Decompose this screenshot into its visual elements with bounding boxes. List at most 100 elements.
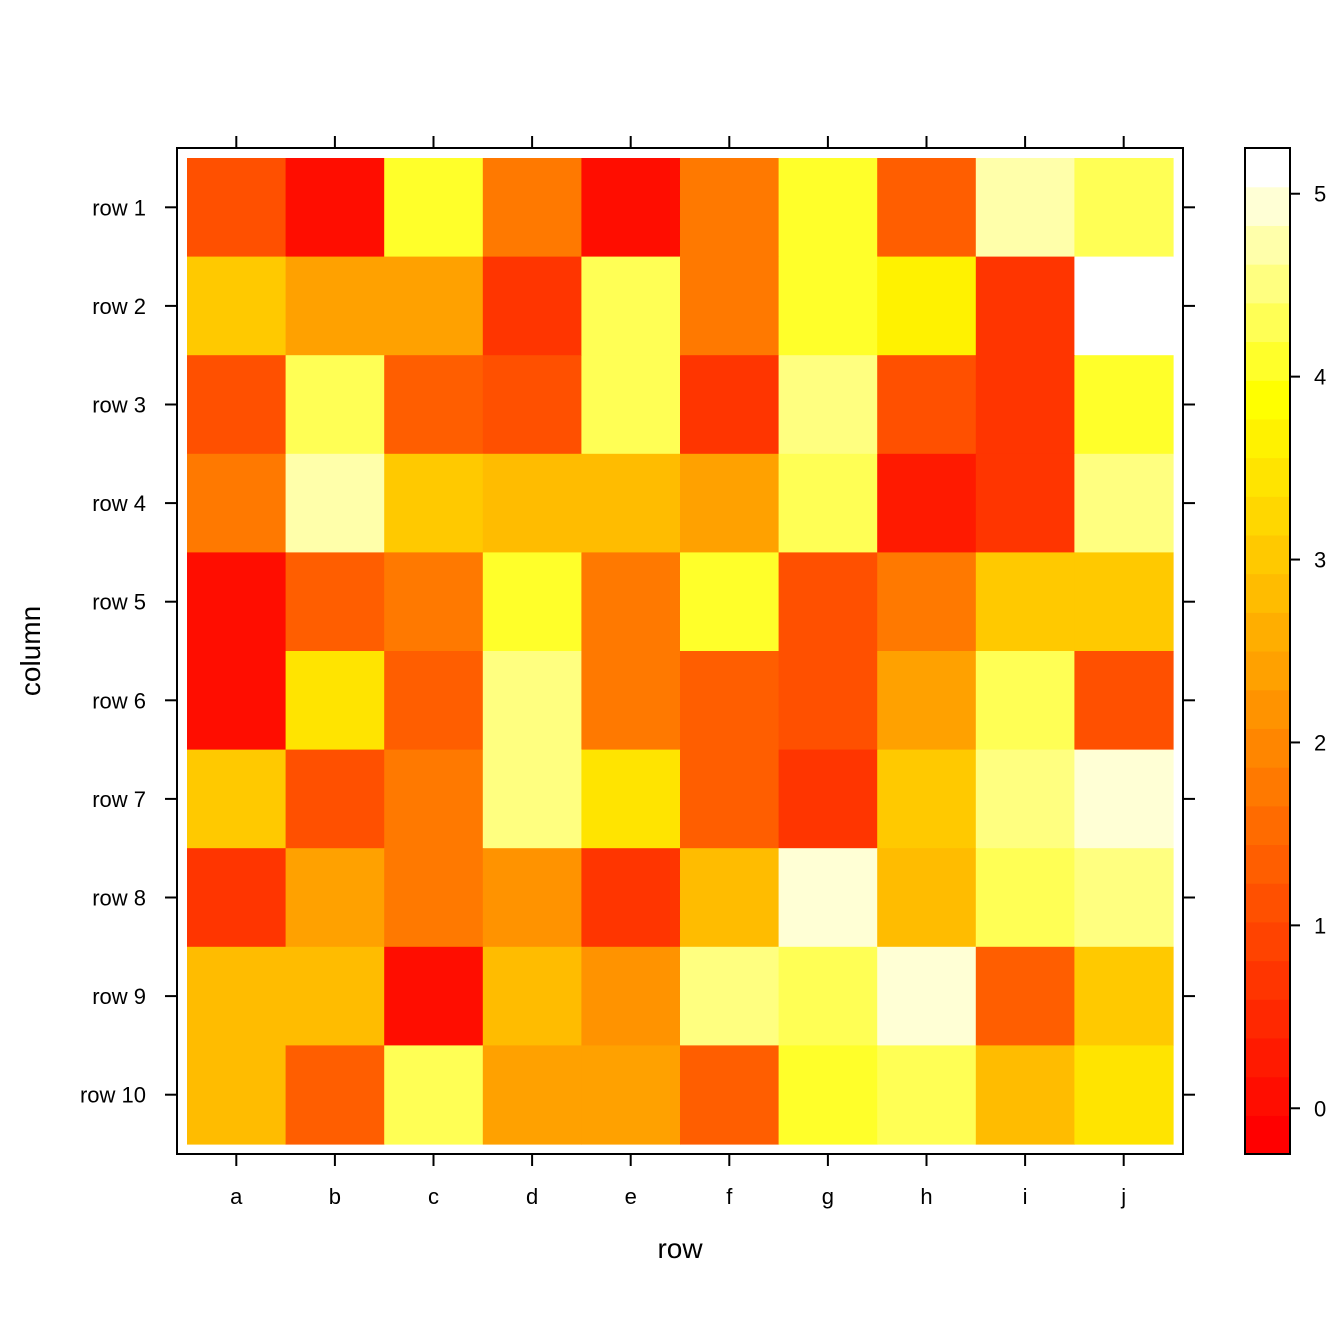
colorbar-segment xyxy=(1245,186,1290,226)
heatmap-cell xyxy=(482,946,582,1046)
colorbar-segment xyxy=(1245,380,1290,420)
heatmap-cell xyxy=(877,158,977,258)
colorbar-segment xyxy=(1245,457,1290,497)
heatmap-cell xyxy=(778,158,878,258)
x-axis-title: row xyxy=(657,1233,703,1264)
heatmap-cell xyxy=(680,355,780,455)
heatmap-cell xyxy=(778,256,878,356)
heatmap-cell xyxy=(680,749,780,849)
y-tick-label: row 5 xyxy=(92,590,146,615)
heatmap-cell xyxy=(975,256,1075,356)
x-tick-label: g xyxy=(822,1184,834,1209)
heatmap-cell xyxy=(482,453,582,553)
heatmap-cell xyxy=(680,453,780,553)
heatmap-cell xyxy=(1074,158,1174,258)
y-axis-title: column xyxy=(15,606,46,696)
heatmap-cell xyxy=(384,1045,484,1145)
heatmap-cell xyxy=(975,946,1075,1046)
heatmap-cell xyxy=(187,946,287,1046)
heatmap-cell xyxy=(285,158,385,258)
y-tick-label: row 6 xyxy=(92,688,146,713)
heatmap-cell xyxy=(680,256,780,356)
heatmap-cell xyxy=(384,256,484,356)
heatmap-cell xyxy=(680,848,780,948)
heatmap-cell xyxy=(877,453,977,553)
colorbar-segment xyxy=(1245,1076,1290,1116)
heatmap-cell xyxy=(482,552,582,652)
colorbar-segment xyxy=(1245,496,1290,536)
heatmap-cell xyxy=(482,651,582,751)
heatmap-cell xyxy=(482,749,582,849)
heatmap-cell xyxy=(581,453,681,553)
heatmap-cell xyxy=(285,946,385,1046)
heatmap-cell xyxy=(1074,749,1174,849)
heatmap-cell xyxy=(187,1045,287,1145)
heatmap-cell xyxy=(680,552,780,652)
colorbar-segment xyxy=(1245,999,1290,1039)
heatmap-cell xyxy=(581,355,681,455)
heatmap-cell xyxy=(384,848,484,948)
heatmap-cell xyxy=(581,1045,681,1145)
x-tick-label: h xyxy=(920,1184,932,1209)
heatmap-cell xyxy=(581,848,681,948)
heatmap-cell xyxy=(384,453,484,553)
heatmap-cell xyxy=(187,256,287,356)
colorbar-segment xyxy=(1245,418,1290,459)
colorbar-segment xyxy=(1245,689,1290,729)
heatmap-cell xyxy=(975,848,1075,948)
heatmap-cell xyxy=(1074,946,1174,1046)
heatmap-cell xyxy=(877,848,977,948)
heatmap-cell xyxy=(187,355,287,455)
colorbar xyxy=(1245,148,1290,1155)
x-tick-label: j xyxy=(1120,1184,1126,1209)
colorbar-tick-label: 4 xyxy=(1314,365,1326,390)
x-tick-label: e xyxy=(625,1184,637,1209)
y-tick-label: row 3 xyxy=(92,393,146,418)
x-tick-label: c xyxy=(428,1184,439,1209)
heatmap-cell xyxy=(384,946,484,1046)
colorbar-segment xyxy=(1245,1037,1290,1078)
y-tick-label: row 8 xyxy=(92,886,146,911)
heatmap-cell xyxy=(1074,552,1174,652)
heatmap-cell xyxy=(877,651,977,751)
heatmap-cell xyxy=(680,946,780,1046)
heatmap-cell xyxy=(187,749,287,849)
heatmap-cell xyxy=(482,1045,582,1145)
heatmap-cell xyxy=(877,946,977,1046)
heatmap-cell xyxy=(285,848,385,948)
heatmap-cell xyxy=(1074,453,1174,553)
y-tick-label: row 4 xyxy=(92,491,146,516)
heatmap-cell xyxy=(187,651,287,751)
heatmap-cell xyxy=(384,651,484,751)
heatmap-cell xyxy=(187,848,287,948)
colorbar-tick-label: 5 xyxy=(1314,182,1326,207)
heatmap-cell xyxy=(285,355,385,455)
heatmap-cell xyxy=(187,158,287,258)
heatmap-cell xyxy=(680,651,780,751)
heatmap-cell xyxy=(285,453,385,553)
heatmap-cell xyxy=(778,552,878,652)
colorbar-segment xyxy=(1245,534,1290,575)
heatmap-cell xyxy=(877,1045,977,1145)
colorbar-tick-label: 3 xyxy=(1314,548,1326,573)
heatmap-cell xyxy=(482,848,582,948)
heatmap-cell xyxy=(1074,256,1174,356)
panel-border xyxy=(176,147,1184,1155)
x-tick-label: i xyxy=(1023,1184,1028,1209)
heatmap-cell xyxy=(1074,1045,1174,1145)
heatmap-cells xyxy=(187,158,1174,1145)
heatmap-cell xyxy=(1074,651,1174,751)
heatmap-cell xyxy=(778,355,878,455)
x-tick-label: a xyxy=(230,1184,243,1209)
colorbar-segment xyxy=(1245,264,1290,304)
heatmap-cell xyxy=(285,256,385,356)
heatmap-cell xyxy=(680,158,780,258)
heatmap-cell xyxy=(384,158,484,258)
heatmap-cell xyxy=(581,256,681,356)
heatmap-cell xyxy=(778,651,878,751)
heatmap-cell xyxy=(975,651,1075,751)
y-tick-label: row 9 xyxy=(92,984,146,1009)
colorbar-segment xyxy=(1245,341,1290,381)
heatmap-cell xyxy=(975,158,1075,258)
colorbar-border xyxy=(1244,147,1291,1155)
